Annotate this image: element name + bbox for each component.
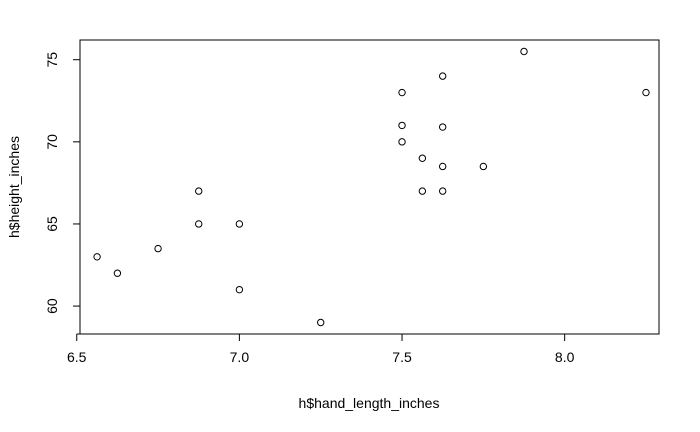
- scatter-point: [398, 138, 406, 146]
- x-axis-label: h$hand_length_inches: [299, 395, 440, 411]
- scatter-point: [642, 88, 650, 97]
- plot-frame: [79, 39, 660, 335]
- scatter-point: [438, 187, 447, 195]
- x-tick-label: 6.5: [67, 349, 87, 365]
- scatter-point: [195, 187, 203, 195]
- x-tick-label: 7.5: [392, 349, 412, 365]
- x-axis: 6.5 7.0 7.5 8.0: [67, 333, 575, 365]
- scatter-point: [398, 121, 406, 130]
- y-axis: 60 65 70 75: [44, 52, 81, 314]
- data-points: [93, 47, 650, 327]
- y-tick-label: 75: [44, 52, 60, 68]
- x-tick-label: 7.0: [230, 349, 250, 365]
- y-axis-label: h$height_inches: [6, 136, 22, 238]
- scatter-point: [438, 162, 447, 171]
- scatter-point: [235, 220, 244, 228]
- y-tick-label: 65: [44, 216, 60, 232]
- scatter-point: [418, 187, 427, 195]
- y-tick-label: 70: [44, 134, 60, 150]
- scatter-point: [93, 253, 101, 261]
- scatter-point: [520, 47, 528, 56]
- y-tick-label: 60: [44, 298, 60, 314]
- x-tick-label: 8.0: [555, 349, 575, 365]
- scatter-point: [438, 123, 447, 131]
- scatter-point: [398, 88, 406, 97]
- scatter-point: [154, 244, 162, 253]
- scatter-point: [195, 220, 203, 228]
- scatter-point: [235, 285, 244, 294]
- scatter-point: [113, 269, 122, 277]
- scatter-point: [438, 72, 447, 80]
- scatter-point: [418, 154, 427, 162]
- scatter-point: [479, 162, 488, 171]
- scatter-point: [317, 318, 325, 327]
